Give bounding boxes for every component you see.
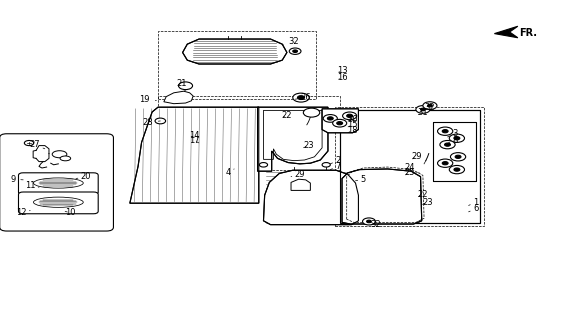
Text: 29: 29 xyxy=(412,152,422,161)
Circle shape xyxy=(303,108,320,117)
Bar xyxy=(335,107,484,226)
Text: 23: 23 xyxy=(303,141,314,150)
Polygon shape xyxy=(322,109,359,133)
Text: 5: 5 xyxy=(356,175,366,184)
Circle shape xyxy=(323,115,338,122)
Circle shape xyxy=(449,134,464,142)
Text: 30: 30 xyxy=(348,115,358,124)
Text: FR.: FR. xyxy=(519,28,538,38)
Circle shape xyxy=(24,140,33,146)
Circle shape xyxy=(293,93,309,102)
Text: 3: 3 xyxy=(447,129,458,138)
Circle shape xyxy=(333,119,347,127)
Circle shape xyxy=(343,112,357,120)
Text: 9: 9 xyxy=(10,175,23,184)
Circle shape xyxy=(449,165,464,174)
Polygon shape xyxy=(258,107,328,171)
Text: 24: 24 xyxy=(405,163,415,172)
Circle shape xyxy=(337,122,343,125)
Circle shape xyxy=(442,130,448,133)
FancyBboxPatch shape xyxy=(19,192,98,214)
Text: 12: 12 xyxy=(16,208,30,217)
Text: 25: 25 xyxy=(405,168,415,177)
Circle shape xyxy=(259,163,268,167)
Text: 29: 29 xyxy=(291,170,305,179)
Text: 18: 18 xyxy=(348,126,358,135)
Text: 21: 21 xyxy=(176,79,187,88)
Circle shape xyxy=(363,218,376,225)
Circle shape xyxy=(427,104,432,107)
Text: 10: 10 xyxy=(65,208,75,217)
Circle shape xyxy=(420,108,425,111)
Text: 19: 19 xyxy=(139,95,156,104)
Text: 28: 28 xyxy=(142,118,160,127)
Polygon shape xyxy=(340,110,480,223)
Text: 22: 22 xyxy=(417,190,428,199)
Text: 4: 4 xyxy=(225,168,234,177)
Circle shape xyxy=(444,143,450,146)
Circle shape xyxy=(178,82,193,90)
Bar xyxy=(158,96,340,170)
Polygon shape xyxy=(291,179,311,190)
Polygon shape xyxy=(164,91,193,104)
Text: 16: 16 xyxy=(337,73,348,82)
Circle shape xyxy=(298,96,305,100)
Circle shape xyxy=(440,140,455,149)
Polygon shape xyxy=(130,107,259,203)
Polygon shape xyxy=(433,122,475,181)
Text: 17: 17 xyxy=(189,136,200,145)
Text: 2: 2 xyxy=(330,156,340,165)
Text: 14: 14 xyxy=(189,131,200,140)
Circle shape xyxy=(155,118,166,124)
Circle shape xyxy=(454,137,460,140)
Circle shape xyxy=(450,153,465,161)
Text: 8: 8 xyxy=(447,136,458,145)
Polygon shape xyxy=(264,170,359,225)
Text: 27: 27 xyxy=(29,140,45,149)
Text: 20: 20 xyxy=(76,172,91,181)
Circle shape xyxy=(322,163,330,167)
Circle shape xyxy=(289,48,301,54)
Text: 13: 13 xyxy=(337,66,348,75)
Text: 32: 32 xyxy=(424,103,435,112)
Circle shape xyxy=(437,159,453,167)
Ellipse shape xyxy=(60,156,70,161)
FancyBboxPatch shape xyxy=(19,173,98,195)
Text: 32: 32 xyxy=(282,37,299,46)
Polygon shape xyxy=(342,169,421,224)
Circle shape xyxy=(416,106,430,113)
Text: 22: 22 xyxy=(282,111,292,120)
Circle shape xyxy=(328,117,333,120)
Circle shape xyxy=(455,155,461,158)
Circle shape xyxy=(454,168,460,171)
Text: 1: 1 xyxy=(468,198,478,207)
Text: 15: 15 xyxy=(348,120,358,129)
Circle shape xyxy=(293,50,298,52)
Circle shape xyxy=(367,220,372,223)
Circle shape xyxy=(437,127,453,135)
Text: 26: 26 xyxy=(295,93,311,102)
Circle shape xyxy=(423,102,437,109)
Circle shape xyxy=(347,114,353,117)
Circle shape xyxy=(442,162,448,165)
Text: 6: 6 xyxy=(468,204,478,213)
Text: 23: 23 xyxy=(422,198,433,207)
Text: 32: 32 xyxy=(371,220,382,229)
Bar xyxy=(158,31,316,99)
Polygon shape xyxy=(494,26,518,38)
Text: 31: 31 xyxy=(417,108,428,117)
Polygon shape xyxy=(183,39,287,64)
Text: 7: 7 xyxy=(330,162,340,171)
Text: 11: 11 xyxy=(25,181,39,190)
